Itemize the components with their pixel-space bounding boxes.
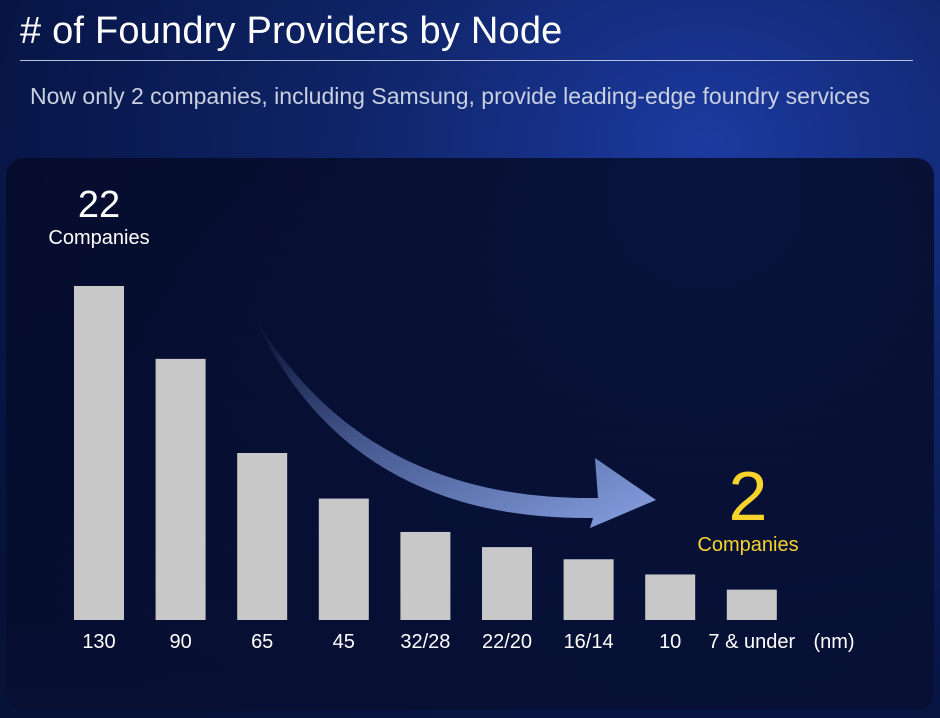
title-divider <box>20 60 913 61</box>
max-callout-value: 22 <box>77 184 121 226</box>
bar-7 <box>645 574 696 620</box>
trend-arrow <box>255 318 656 528</box>
max-callout: 22 Companies <box>40 185 158 251</box>
bar-5 <box>482 547 532 620</box>
min-callout-unit: Companies <box>697 534 799 556</box>
x-tick-label: 45 <box>333 631 355 653</box>
bar-8 <box>726 589 777 620</box>
x-tick-label: 16/14 <box>564 631 614 653</box>
page-subtitle: Now only 2 companies, including Samsung,… <box>30 83 870 109</box>
page-title: # of Foundry Providers by Node <box>20 10 563 52</box>
x-tick-label: 130 <box>82 631 115 653</box>
bar-3 <box>318 498 369 620</box>
x-tick-label: 22/20 <box>482 631 532 653</box>
x-tick-label: 32/28 <box>400 631 450 653</box>
bar-6 <box>563 559 614 620</box>
bar-2 <box>237 453 288 620</box>
x-tick-label: 7 & under <box>708 631 795 653</box>
min-callout: 2 Companies <box>688 460 808 558</box>
x-tick-label: 65 <box>251 631 273 653</box>
bar-4 <box>400 531 451 620</box>
max-callout-unit: Companies <box>48 227 150 249</box>
bar-0 <box>74 286 124 620</box>
x-unit-label: (nm) <box>813 631 854 653</box>
bar-1 <box>155 358 206 620</box>
x-tick-label: 90 <box>169 631 191 653</box>
x-tick-label: 10 <box>659 631 681 653</box>
min-callout-value: 2 <box>728 457 768 535</box>
